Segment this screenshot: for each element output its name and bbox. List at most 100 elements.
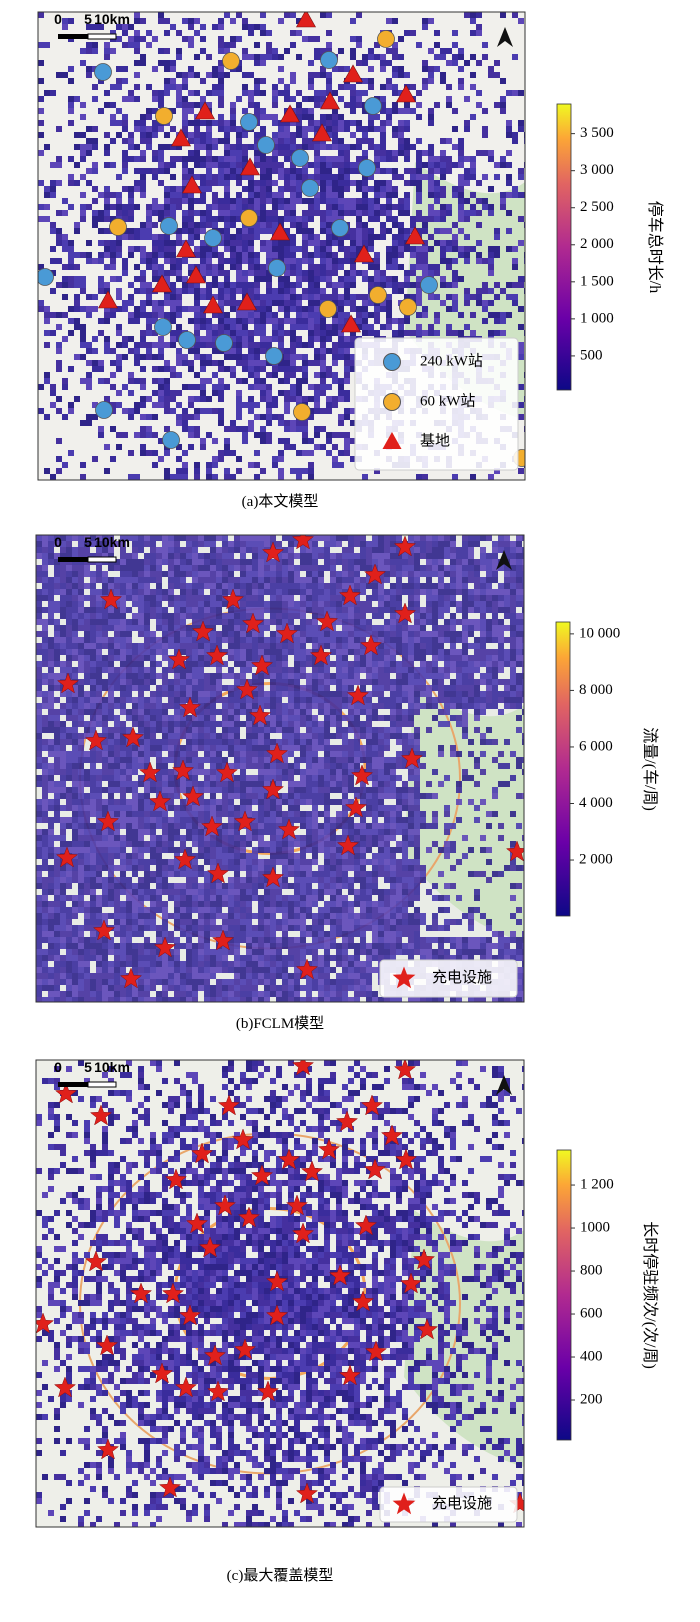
heat-cell <box>480 637 486 643</box>
heat-cell <box>330 673 336 679</box>
heat-cell <box>440 210 446 216</box>
heat-cell <box>312 607 318 613</box>
heat-cell <box>446 210 452 216</box>
heat-cell <box>396 625 402 631</box>
heat-cell <box>188 132 194 138</box>
heat-cell <box>218 66 224 72</box>
heat-cell <box>230 324 236 330</box>
heat-cell <box>260 126 266 132</box>
heat-cell <box>300 619 306 625</box>
heat-cell <box>252 553 258 559</box>
heat-cell <box>312 673 318 679</box>
heat-cell <box>386 198 392 204</box>
heat-cell <box>206 210 212 216</box>
heat-cell <box>276 673 282 679</box>
heat-cell <box>48 583 54 589</box>
heat-cell <box>314 426 320 432</box>
heat-cell <box>302 234 308 240</box>
heat-cell <box>254 288 260 294</box>
heat-cell <box>198 577 204 583</box>
heat-cell <box>272 96 278 102</box>
heat-cell <box>302 36 308 42</box>
heat-cell <box>522 619 528 625</box>
heat-cell <box>278 390 284 396</box>
heat-cell <box>296 228 302 234</box>
heat-cell <box>320 162 326 168</box>
heat-cell <box>314 402 320 408</box>
heat-cell <box>234 643 240 649</box>
heat-cell <box>56 258 62 264</box>
heat-cell <box>254 318 260 324</box>
heat-cell <box>38 300 44 306</box>
heat-cell <box>200 258 206 264</box>
heat-cell <box>432 571 438 577</box>
heat-cell <box>138 535 144 541</box>
heat-cell <box>518 354 524 360</box>
heat-cell <box>302 258 308 264</box>
heat-cell <box>318 547 324 553</box>
heat-cell <box>104 396 110 402</box>
heat-cell <box>428 168 434 174</box>
heat-cell <box>380 306 386 312</box>
heat-cell <box>240 535 246 541</box>
heat-cell <box>164 168 170 174</box>
heat-cell <box>258 553 264 559</box>
heat-cell <box>500 288 506 294</box>
heat-cell <box>288 649 294 655</box>
heat-cell <box>326 384 332 390</box>
heat-cell <box>458 204 464 210</box>
heat-cell <box>212 66 218 72</box>
heat-cell <box>302 210 308 216</box>
heat-cell <box>458 216 464 222</box>
heat-cell <box>56 396 62 402</box>
heat-cell <box>398 282 404 288</box>
heat-cell <box>248 90 254 96</box>
heat-cell <box>120 643 126 649</box>
heat-cell <box>296 144 302 150</box>
heat-cell <box>378 667 384 673</box>
heat-cell <box>504 535 510 541</box>
heat-cell <box>318 589 324 595</box>
heat-cell <box>300 673 306 679</box>
heat-cell <box>122 168 128 174</box>
heat-cell <box>404 198 410 204</box>
heat-cell <box>464 210 470 216</box>
heat-cell <box>428 48 434 54</box>
heat-cell <box>224 294 230 300</box>
heat-cell <box>230 174 236 180</box>
heat-cell <box>428 66 434 72</box>
heat-cell <box>444 607 450 613</box>
heat-cell <box>176 474 182 480</box>
heat-cell <box>344 168 350 174</box>
heat-cell <box>414 583 420 589</box>
heat-cell <box>276 643 282 649</box>
heat-cell <box>168 577 174 583</box>
heat-cell <box>290 246 296 252</box>
heat-cell <box>462 619 468 625</box>
heat-cell <box>344 390 350 396</box>
heat-cell <box>132 661 138 667</box>
heat-cell <box>198 655 204 661</box>
heat-cell <box>458 150 464 156</box>
heat-cell <box>486 619 492 625</box>
heat-cell <box>114 637 120 643</box>
heat-cell <box>122 78 128 84</box>
heat-cell <box>296 180 302 186</box>
heat-cell <box>414 631 420 637</box>
heat-cell <box>390 667 396 673</box>
heat-cell <box>480 583 486 589</box>
heat-cell <box>254 330 260 336</box>
heat-cell <box>170 204 176 210</box>
heat-cell <box>218 366 224 372</box>
heat-cell <box>482 318 488 324</box>
heat-cell <box>128 192 134 198</box>
heat-cell <box>458 246 464 252</box>
heat-cell <box>126 559 132 565</box>
heat-cell <box>290 234 296 240</box>
heat-cell <box>128 204 134 210</box>
heat-cell <box>194 162 200 168</box>
heat-cell <box>446 246 452 252</box>
heat-cell <box>72 619 78 625</box>
heat-cell <box>500 192 506 198</box>
heat-cell <box>200 264 206 270</box>
